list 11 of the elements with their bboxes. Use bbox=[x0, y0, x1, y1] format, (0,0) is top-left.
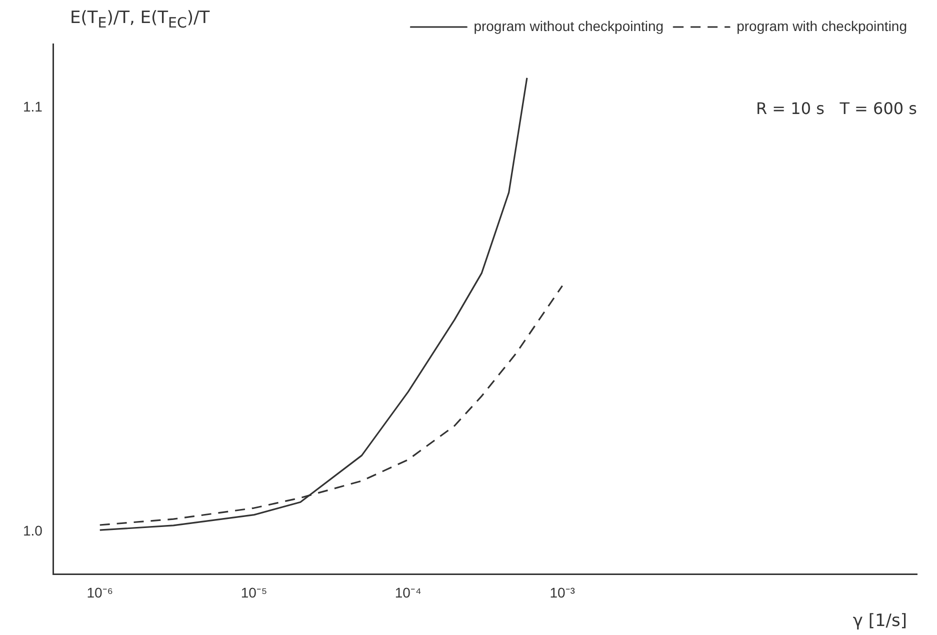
x-tick-label: 10⁻⁴ bbox=[394, 584, 422, 600]
legend-label: program without checkpointing bbox=[474, 18, 664, 34]
x-axis-title: γ [1/s] bbox=[852, 611, 907, 631]
annotation: R = 10 s T = 600 s bbox=[756, 99, 917, 118]
x-tick-label: 10⁻⁵ bbox=[240, 584, 268, 600]
x-tick-label: 10⁻⁶ bbox=[86, 584, 114, 600]
y-tick-label: 1.1 bbox=[22, 98, 43, 114]
x-tick-label: 10⁻³ bbox=[550, 584, 576, 600]
y-tick-label: 1.0 bbox=[22, 522, 43, 539]
y-axis-title: E(T$_{E}$)/T, E(T$_{EC}$)/T bbox=[70, 8, 210, 32]
legend-label: program with checkpointing bbox=[736, 18, 907, 34]
